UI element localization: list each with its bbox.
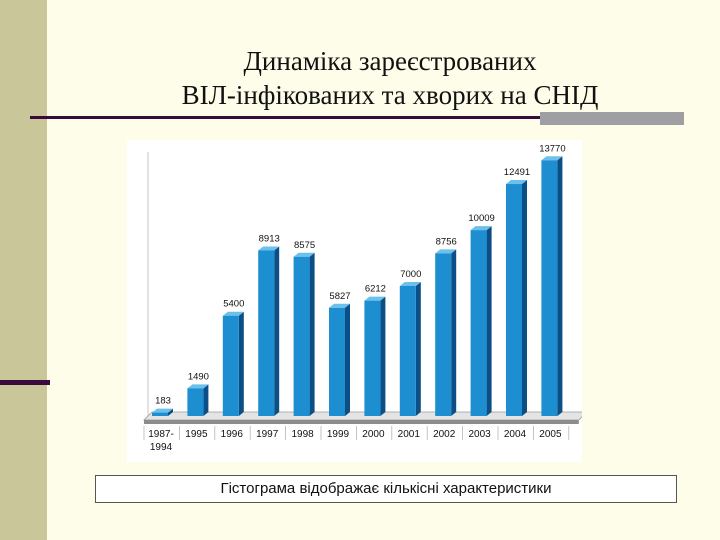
bar-side (380, 296, 386, 416)
bar (435, 253, 452, 416)
title-line-2: ВІЛ-інфікованих та хворих на СНІД (181, 80, 599, 110)
bar-top (293, 252, 315, 257)
bar-side (522, 180, 527, 416)
bar-side (345, 303, 350, 416)
bar-top (435, 249, 457, 254)
x-tick-label: 2005 (539, 429, 562, 440)
bar-top (470, 226, 492, 231)
bar (364, 300, 381, 416)
histogram-chart: 183 1987- 1994 1490 1995 5400 1996 8913 1997 8575… (127, 140, 582, 462)
x-tick-label: 2000 (362, 429, 385, 440)
x-tick-label: 2002 (433, 429, 456, 440)
data-label: 183 (155, 396, 171, 407)
title-underline (30, 116, 684, 119)
bar-side (238, 311, 244, 416)
x-tick-label: 1998 (291, 429, 314, 440)
bar (470, 230, 487, 416)
bar-top (364, 296, 386, 301)
x-tick-label: 1995 (185, 429, 208, 440)
bar-top (329, 303, 350, 308)
title-line-1: Динаміка зареєстрованих (243, 46, 537, 76)
data-label: 6212 (365, 284, 386, 295)
left-decor-bar (0, 0, 47, 540)
bar-side (274, 246, 280, 416)
bar-side (557, 156, 563, 416)
caption-box: Гістограма відображає кількісні характер… (95, 475, 677, 503)
bar (187, 388, 204, 416)
x-tick-label: 1996 (221, 429, 244, 440)
bar (506, 184, 522, 416)
data-label: 13770 (539, 143, 565, 154)
bar-top (222, 311, 244, 316)
caption-text: Гістограма відображає кількісні характер… (220, 480, 552, 497)
data-label: 8913 (259, 233, 280, 244)
bar (399, 286, 416, 416)
data-label: 12491 (504, 167, 530, 178)
chart-svg: 183 1987- 1994 1490 1995 5400 1996 8913 1997 8575… (143, 143, 582, 453)
bar (293, 256, 310, 416)
bar (222, 315, 239, 416)
data-label: 7000 (400, 269, 421, 280)
page-title: Динаміка зареєстрованих ВІЛ-інфікованих … (60, 44, 720, 112)
data-label: 5827 (329, 291, 350, 302)
bar-top (152, 408, 173, 413)
data-label: 8756 (436, 236, 457, 247)
bar-side (203, 384, 209, 416)
data-label: 8575 (294, 240, 315, 251)
x-tick-label: 1987- (148, 429, 174, 440)
x-tick-label: 1997 (256, 429, 279, 440)
x-tick-label: 2001 (398, 429, 421, 440)
bar-side (309, 252, 315, 416)
data-label: 1490 (188, 371, 209, 382)
left-decor-rule (0, 380, 50, 385)
chart-floor-edge (144, 420, 579, 424)
bar (329, 307, 345, 416)
bar (152, 412, 168, 416)
data-label: 5400 (223, 299, 244, 310)
data-label: 10009 (468, 213, 494, 224)
bar-side (451, 249, 457, 416)
x-tick-label: 2003 (468, 429, 491, 440)
bar-top (258, 246, 280, 251)
bar-side (486, 226, 492, 416)
bar-top (187, 384, 209, 389)
bar-side (415, 282, 421, 416)
title-underline-accent (540, 112, 684, 125)
bar-top (506, 180, 527, 185)
x-tick-label: 1994 (150, 442, 173, 453)
x-tick-label: 1999 (327, 429, 350, 440)
bar-top (399, 282, 421, 286)
bar-side (168, 408, 173, 416)
bar (258, 250, 275, 416)
bar (541, 160, 558, 416)
x-tick-label: 2004 (504, 429, 527, 440)
bar-top (541, 156, 563, 161)
